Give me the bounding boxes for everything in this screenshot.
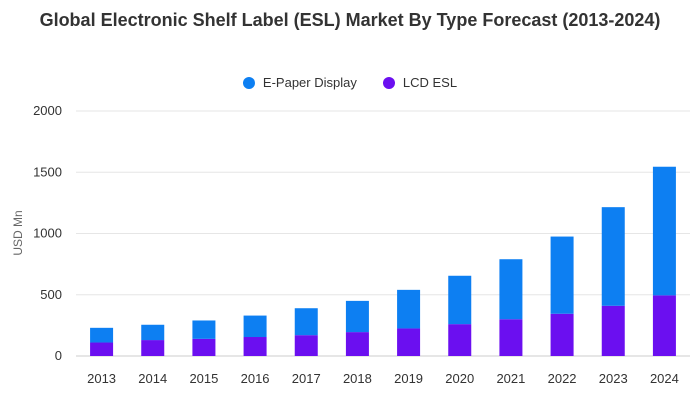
bar-e-paper-2015[interactable] bbox=[192, 320, 216, 339]
bar-lcd-2015[interactable] bbox=[192, 338, 216, 356]
x-tick-label: 2018 bbox=[343, 371, 372, 386]
bar-e-paper-2013[interactable] bbox=[90, 327, 114, 343]
bar-e-paper-2017[interactable] bbox=[294, 308, 318, 336]
x-axis: 2013 2014 2015 2016 2017 2018 2019 2020 2021 2022… bbox=[87, 371, 679, 386]
bar-e-paper-2022[interactable] bbox=[550, 236, 574, 314]
bar-lcd-2016[interactable] bbox=[243, 337, 267, 356]
y-tick-label: 1000 bbox=[33, 226, 62, 241]
legend-swatch-lcd bbox=[382, 76, 395, 89]
bar-lcd-2013[interactable] bbox=[90, 342, 114, 356]
x-tick-label: 2022 bbox=[548, 371, 577, 386]
x-tick-label: 2019 bbox=[394, 371, 423, 386]
x-tick-label: 2017 bbox=[292, 371, 321, 386]
bar-lcd-2022[interactable] bbox=[550, 313, 574, 356]
bar-lcd-2020[interactable] bbox=[448, 324, 472, 356]
legend-label-e-paper: E-Paper Display bbox=[262, 75, 357, 90]
y-tick-label: 1500 bbox=[33, 164, 62, 179]
x-tick-label: 2013 bbox=[87, 371, 116, 386]
x-tick-label: 2023 bbox=[599, 371, 628, 386]
y-axis-label: USD Mn bbox=[11, 210, 25, 255]
bar-e-paper-2021[interactable] bbox=[499, 259, 523, 320]
bar-lcd-2019[interactable] bbox=[397, 328, 421, 356]
bar-e-paper-2019[interactable] bbox=[397, 289, 421, 329]
y-tick-label: 0 bbox=[55, 348, 62, 363]
bar-e-paper-2023[interactable] bbox=[601, 207, 625, 306]
legend-item-e-paper[interactable]: E-Paper Display bbox=[242, 75, 357, 90]
bar-e-paper-2018[interactable] bbox=[345, 300, 369, 333]
bar-e-paper-2020[interactable] bbox=[448, 275, 472, 325]
x-tick-label: 2020 bbox=[445, 371, 474, 386]
bar-lcd-2023[interactable] bbox=[601, 305, 625, 356]
bar-e-paper-2024[interactable] bbox=[652, 166, 676, 296]
bar-lcd-2021[interactable] bbox=[499, 319, 523, 356]
chart-title: Global Electronic Shelf Label (ESL) Mark… bbox=[39, 10, 661, 30]
x-tick-label: 2016 bbox=[241, 371, 270, 386]
grid-lines bbox=[76, 110, 690, 357]
legend-item-lcd[interactable]: LCD ESL bbox=[382, 75, 458, 90]
bar-lcd-2014[interactable] bbox=[141, 340, 165, 356]
bar-e-paper-2016[interactable] bbox=[243, 315, 267, 338]
bar-lcd-2017[interactable] bbox=[294, 335, 318, 356]
legend-swatch-e-paper bbox=[242, 76, 255, 89]
x-tick-label: 2015 bbox=[189, 371, 218, 386]
x-tick-label: 2024 bbox=[650, 371, 679, 386]
y-tick-label: 500 bbox=[40, 287, 62, 302]
y-axis: 0 500 1000 1500 2000 bbox=[33, 103, 62, 363]
bar-lcd-2018[interactable] bbox=[345, 332, 369, 356]
legend-label-lcd: LCD ESL bbox=[402, 75, 458, 90]
bar-e-paper-2014[interactable] bbox=[141, 324, 165, 341]
y-tick-label: 2000 bbox=[33, 103, 62, 118]
bar-lcd-2024[interactable] bbox=[652, 295, 676, 356]
chart-legend: E-Paper Display LCD ESL bbox=[0, 75, 700, 90]
x-tick-label: 2021 bbox=[496, 371, 525, 386]
bars bbox=[90, 166, 676, 356]
x-tick-label: 2014 bbox=[138, 371, 167, 386]
